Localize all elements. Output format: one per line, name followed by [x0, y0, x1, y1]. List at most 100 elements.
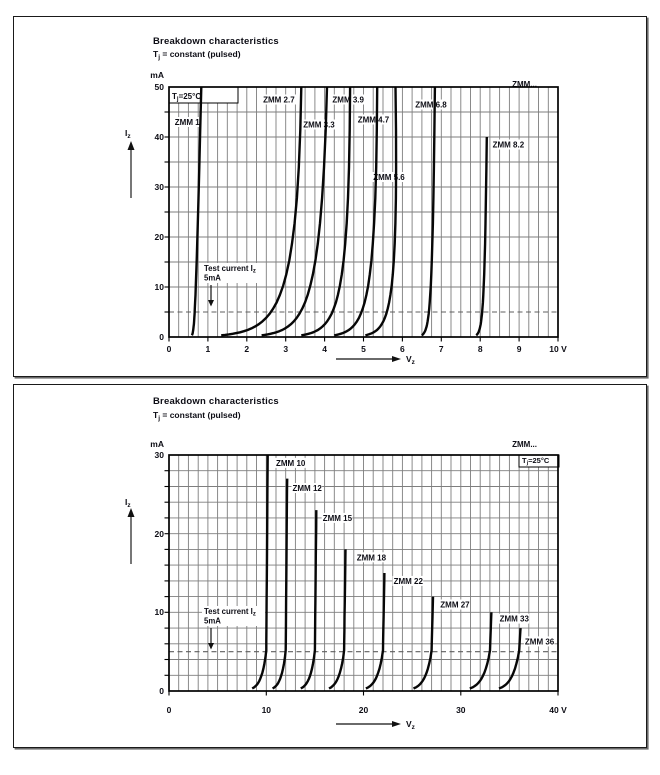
vz-axis-arrow-icon: [392, 356, 401, 362]
x-tick-label: 5: [361, 344, 366, 354]
y-axis-unit-label: mA: [150, 439, 164, 449]
zener-curve: [498, 627, 522, 690]
test-current-label-line1: Test current Iz: [204, 607, 256, 617]
zener-curve: [469, 612, 493, 690]
zener-curve: [261, 86, 329, 337]
series-label: ZMM 2.7: [263, 96, 295, 105]
x-axis-label: Vz: [406, 719, 415, 731]
iz-axis-arrow-icon: [127, 141, 135, 150]
test-current-label-line2: 5mA: [204, 617, 221, 626]
x-tick-label: 1: [205, 344, 211, 354]
zener-curve: [365, 572, 386, 690]
chart-title: Breakdown characteristics: [153, 36, 279, 47]
temperature-label: Tj=25°C: [522, 456, 550, 467]
y-axis-label: Iz: [125, 128, 131, 140]
zener-curve: [328, 549, 347, 690]
series-label: ZMM 3.3: [303, 121, 335, 130]
x-tick-label: 3: [283, 344, 289, 354]
subtitle-symbol: T: [153, 410, 159, 420]
series-label: ZMM 27: [440, 601, 470, 610]
subtitle-text: = constant (pulsed): [160, 410, 241, 420]
series-label: ZMM 10: [276, 459, 306, 468]
zener-curve: [412, 596, 435, 690]
x-axis-symbol: V: [406, 719, 412, 729]
subtitle-symbol: T: [153, 49, 159, 59]
y-axis-unit-label: mA: [150, 70, 164, 80]
x-axis-subscript: z: [411, 359, 415, 366]
y-axis-subscript: z: [127, 133, 131, 140]
y-tick-label: 30: [154, 182, 164, 192]
breakdown-chart-panel-high-voltage: Breakdown characteristics Tj = constant …: [13, 384, 647, 748]
y-axis-symbol: I: [125, 128, 128, 138]
x-tick-label: 40 V: [549, 705, 567, 715]
x-tick-label: 20: [358, 705, 369, 715]
test-current-arrow-icon: [208, 300, 214, 307]
x-tick-label: 6: [400, 344, 405, 354]
subtitle-subscript: j: [158, 415, 161, 422]
y-axis-symbol: I: [125, 497, 128, 507]
subtitle-text: = constant (pulsed): [160, 49, 241, 59]
zener-curve: [334, 86, 379, 337]
zener-curve: [300, 510, 318, 690]
series-label: ZMM 12: [293, 484, 323, 493]
test-current-label-line1: Test current Iz: [204, 264, 256, 274]
test-current-arrow-icon: [208, 643, 214, 650]
y-tick-label: 0: [159, 332, 164, 342]
x-tick-label: 4: [322, 344, 327, 354]
series-label: ZMM 1: [175, 118, 200, 127]
zener-curve: [365, 86, 398, 337]
zener-curve: [251, 454, 269, 690]
y-tick-label: 50: [154, 82, 164, 92]
series-family-label: ZMM...: [512, 80, 537, 89]
chart-subtitle: Tj = constant (pulsed): [153, 410, 241, 422]
test-current-label-line2: 5mA: [204, 274, 221, 283]
x-tick-label: 0: [166, 705, 172, 715]
chart-title: Breakdown characteristics: [153, 396, 279, 407]
series-label: ZMM 4.7: [358, 116, 390, 125]
series-label: ZMM 15: [323, 514, 353, 523]
x-axis-subscript: z: [411, 724, 415, 731]
y-tick-label: 30: [154, 450, 164, 460]
y-axis-label: Iz: [125, 497, 131, 509]
vz-axis-arrow-icon: [392, 721, 401, 727]
x-tick-label: 2: [244, 344, 250, 354]
series-label: ZMM 33: [500, 615, 530, 624]
series-label: ZMM 8.2: [493, 141, 525, 150]
x-tick-label: 9: [516, 344, 522, 354]
x-tick-label: 8: [477, 344, 483, 354]
x-tick-label: 10: [261, 705, 272, 715]
x-axis-symbol: V: [406, 354, 412, 364]
chart-subtitle: Tj = constant (pulsed): [153, 49, 241, 61]
series-label: ZMM 5.6: [373, 173, 405, 182]
series-label: ZMM 22: [394, 577, 424, 586]
series-label: ZMM 6.8: [415, 101, 447, 110]
iz-axis-arrow-icon: [127, 508, 135, 517]
zener-curve: [221, 86, 303, 337]
series-label: ZMM 3.9: [332, 96, 364, 105]
y-axis-subscript: z: [127, 502, 131, 509]
breakdown-chart-panel-low-voltage: Breakdown characteristics Tj = constant …: [13, 16, 647, 377]
zener-curve: [475, 136, 488, 337]
y-tick-label: 20: [154, 232, 164, 242]
zener-curve: [421, 86, 437, 337]
x-tick-label: 10 V: [549, 344, 567, 354]
y-tick-label: 10: [154, 607, 164, 618]
series-family-label: ZMM...: [512, 440, 537, 449]
zener-curve: [301, 86, 352, 337]
temperature-label: Tj=25°C: [172, 92, 201, 103]
x-tick-label: 30: [456, 705, 466, 715]
series-label: ZMM 36: [525, 637, 555, 646]
subtitle-subscript: j: [158, 54, 161, 61]
x-axis-label: Vz: [406, 354, 415, 366]
x-tick-label: 7: [438, 344, 444, 354]
zener-curve: [271, 478, 289, 690]
x-tick-label: 0: [166, 344, 172, 354]
zener-curve: [190, 86, 203, 337]
y-tick-label: 10: [154, 282, 164, 292]
series-label: ZMM 18: [357, 553, 387, 562]
y-tick-label: 0: [159, 686, 164, 696]
y-tick-label: 40: [154, 132, 164, 142]
